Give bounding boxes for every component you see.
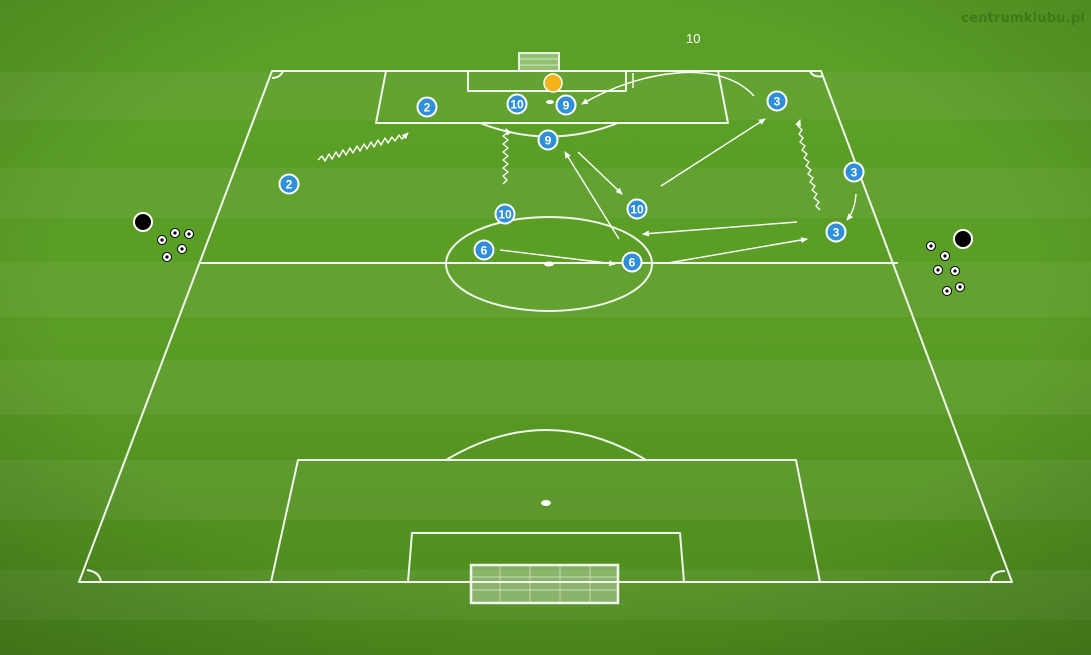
far-penalty-area	[375, 70, 729, 124]
pass-paths	[499, 71, 857, 267]
near-goal	[469, 563, 620, 605]
soccer-ball-icon	[170, 228, 180, 238]
black-coach-marker-icon	[953, 229, 973, 249]
player-marker: 3	[766, 90, 788, 112]
centre-circle	[445, 216, 653, 312]
player-marker: 9	[537, 129, 559, 151]
watermark: centrumklubu.pl	[961, 11, 1085, 26]
player-marker: 6	[621, 251, 643, 273]
player-marker: 10	[506, 93, 528, 115]
far-penalty-spot	[546, 100, 554, 104]
player-marker: 3	[825, 221, 847, 243]
balls-left	[157, 228, 194, 262]
player-marker: 2	[416, 96, 438, 118]
cross-3-to-9	[581, 71, 755, 105]
dribble-right-wing	[795, 119, 821, 211]
dribble-left-wing	[317, 132, 409, 162]
soccer-ball-icon	[177, 244, 187, 254]
corner-arc-bottom-left	[86, 569, 102, 583]
pass-6-to-6	[499, 249, 616, 267]
near-goal-area	[407, 532, 685, 583]
player-number: 3	[833, 226, 840, 240]
touchline-boundary	[78, 70, 1013, 583]
dribble-paths	[317, 119, 821, 211]
player-number: 10	[510, 98, 524, 112]
soccer-ball-icon	[162, 252, 172, 262]
yellow-ball-marker-icon	[543, 73, 563, 93]
near-penalty-spot	[541, 500, 551, 506]
player-number: 2	[286, 178, 293, 192]
balls-right	[926, 241, 965, 296]
corner-arc-bottom-right	[990, 570, 1006, 583]
soccer-ball-icon	[184, 229, 194, 239]
near-penalty-area	[270, 459, 821, 583]
player-marker: 9	[555, 94, 577, 116]
player-number: 9	[545, 134, 552, 148]
soccer-ball-icon	[933, 265, 943, 275]
pass-3-to-6	[642, 221, 798, 237]
player-number: 3	[851, 166, 858, 180]
pass-6-to-3	[667, 237, 808, 264]
player-number: 3	[774, 95, 781, 109]
centre-spot	[544, 261, 554, 267]
corner-arc-top-right	[809, 70, 824, 78]
player-number: 10	[630, 203, 644, 217]
soccer-ball-icon	[950, 266, 960, 276]
near-penalty-arc	[445, 429, 647, 461]
player-marker: 10	[626, 198, 648, 220]
players: 2 2 10 9 9 10	[278, 90, 865, 273]
soccer-ball-icon	[955, 282, 965, 292]
soccer-ball-icon	[940, 251, 950, 261]
far-goal	[518, 52, 560, 72]
soccer-ball-icon	[157, 235, 167, 245]
far-goal-area	[467, 71, 627, 92]
pass-10-to-3	[660, 118, 766, 187]
player-marker: 6	[473, 239, 495, 261]
pitch-lines	[78, 70, 1013, 583]
player-marker: 3	[843, 161, 865, 183]
player-marker: 2	[278, 173, 300, 195]
player-number: 6	[481, 244, 488, 258]
player-marker: 10	[494, 203, 516, 225]
corner-arc-top-left	[271, 70, 284, 79]
top-label: 10	[686, 31, 701, 46]
player-number: 6	[629, 256, 636, 270]
run-3-short	[846, 193, 857, 221]
player-number: 2	[424, 101, 431, 115]
run-6-to-9	[564, 151, 620, 240]
soccer-ball-icon	[942, 286, 952, 296]
run-9-to-10	[577, 151, 623, 195]
player-number: 10	[498, 208, 512, 222]
player-number: 9	[563, 99, 570, 113]
soccer-ball-icon	[926, 241, 936, 251]
black-coach-marker-icon	[133, 212, 153, 232]
dribble-centre-forward	[502, 128, 512, 185]
